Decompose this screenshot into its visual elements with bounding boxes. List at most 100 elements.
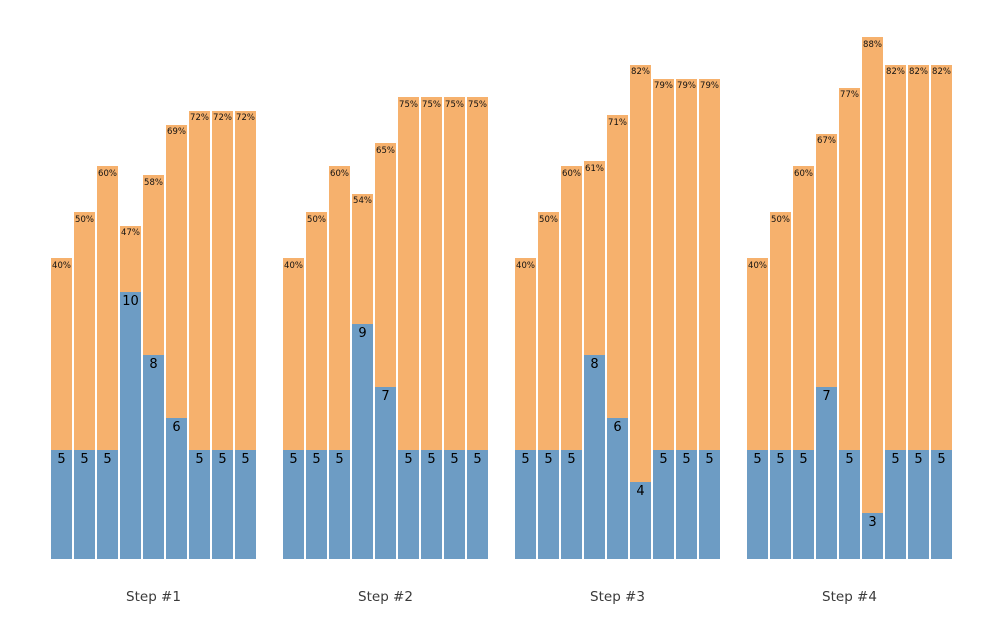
rate-bar: 50% 5 [538,212,559,559]
pulls-bar: 5 [467,450,488,559]
rate-value-label: 60% [562,168,581,179]
pulls-value-label: 5 [195,452,204,467]
rate-bar: 72% 5 [189,110,210,559]
rate-bar: 54% 9 [352,193,373,559]
rate-bar: 82% 5 [931,64,952,559]
rate-bar: 60% 5 [561,166,582,559]
step-group-1: Step #1 40% 5 50% 5 60% 5 47% 10 58% 8 69% 6 72% 5 72%… [51,0,256,618]
pulls-value-label: 5 [427,452,436,467]
rate-bar: 72% 5 [212,110,233,559]
pulls-bar: 5 [74,450,95,559]
pulls-value-label: 5 [80,452,89,467]
pulls-bar: 8 [143,355,164,559]
pulls-value-label: 5 [753,452,762,467]
rate-bar: 75% 5 [467,97,488,559]
rate-bar: 79% 5 [676,78,697,559]
rate-bar: 50% 5 [306,212,327,559]
step-group-3: Step #3 40% 5 50% 5 60% 5 61% 8 71% 6 82% 4 79% 5 79% 5… [515,0,720,618]
pulls-value-label: 7 [381,388,390,404]
rate-value-label: 40% [748,260,767,271]
rate-bar: 60% 5 [793,166,814,559]
pulls-bar: 5 [283,450,304,559]
pulls-bar: 10 [120,292,141,559]
pulls-value-label: 5 [450,452,459,467]
pulls-bar: 5 [747,450,768,559]
rate-value-label: 61% [585,163,604,174]
rate-value-label: 65% [376,145,395,156]
pulls-bar: 5 [444,450,465,559]
pulls-bar: 5 [515,450,536,559]
pulls-value-label: 5 [404,452,413,467]
rate-value-label: 54% [353,196,372,207]
rate-bar: 40% 5 [283,258,304,559]
pulls-value-label: 5 [544,452,553,467]
rate-bar: 82% 5 [885,64,906,559]
pulls-bar: 5 [398,450,419,559]
rate-value-label: 60% [330,168,349,179]
pulls-bar: 5 [699,450,720,559]
pulls-value-label: 5 [57,452,66,467]
rate-value-label: 60% [98,168,117,179]
pulls-bar: 5 [421,450,442,559]
rate-value-label: 77% [840,90,859,101]
rate-value-label: 79% [677,81,696,92]
rate-value-label: 75% [399,99,418,110]
rate-value-label: 40% [52,260,71,271]
pulls-bar: 5 [306,450,327,559]
rate-bar: 40% 5 [515,258,536,559]
rate-value-label: 50% [539,214,558,225]
pulls-bar: 5 [329,450,350,559]
pulls-bar: 5 [770,450,791,559]
rate-value-label: 40% [516,260,535,271]
rate-bar: 88% 3 [862,37,883,559]
rate-bar: 60% 5 [329,166,350,559]
pulls-value-label: 4 [636,483,645,499]
rate-bar: 60% 5 [97,166,118,559]
rate-bar: 72% 5 [235,110,256,559]
rate-bar: 75% 5 [398,97,419,559]
step-label: Step #1 [126,589,181,605]
rate-value-label: 75% [468,99,487,110]
rate-value-label: 72% [213,113,232,124]
pulls-value-label: 7 [822,388,831,404]
rate-bar: 61% 8 [584,161,605,559]
step-group-4: Step #4 40% 5 50% 5 60% 5 67% 7 77% 5 88% 3 82% 5 82% 5… [747,0,952,618]
rate-bar: 50% 5 [74,212,95,559]
rate-value-label: 50% [307,214,326,225]
pulls-value-label: 5 [914,452,923,467]
pulls-value-label: 5 [937,452,946,467]
pulls-bar: 5 [212,450,233,559]
pulls-value-label: 10 [122,294,139,309]
pulls-value-label: 3 [868,515,877,531]
pulls-bar: 6 [607,418,628,559]
pulls-value-label: 5 [312,452,321,467]
pulls-bar: 4 [630,481,651,559]
pulls-value-label: 5 [891,452,900,467]
rate-bar: 75% 5 [421,97,442,559]
rate-bar: 47% 10 [120,225,141,559]
rate-bar: 82% 4 [630,64,651,559]
rate-bar: 50% 5 [770,212,791,559]
rate-bar: 79% 5 [699,78,720,559]
rate-value-label: 79% [700,81,719,92]
rate-value-label: 82% [909,67,928,78]
pulls-bar: 9 [352,323,373,559]
step-group-2: Step #2 40% 5 50% 5 60% 5 54% 9 65% 7 75% 5 75% 5 75% 5… [283,0,488,618]
rate-bar: 82% 5 [908,64,929,559]
pulls-bar: 5 [676,450,697,559]
rate-value-label: 50% [771,214,790,225]
pulls-bar: 6 [166,418,187,559]
pulls-value-label: 5 [218,452,227,467]
rate-value-label: 40% [284,260,303,271]
pulls-bar: 5 [839,450,860,559]
pulls-value-label: 9 [358,325,367,341]
pulls-value-label: 5 [521,452,530,467]
rate-bar: 58% 8 [143,175,164,559]
pulls-bar: 7 [816,386,837,559]
pulls-bar: 3 [862,513,883,559]
rate-value-label: 79% [654,81,673,92]
pulls-value-label: 5 [241,452,250,467]
pulls-bar: 5 [793,450,814,559]
pulls-bar: 5 [97,450,118,559]
step-label: Step #2 [358,589,413,605]
